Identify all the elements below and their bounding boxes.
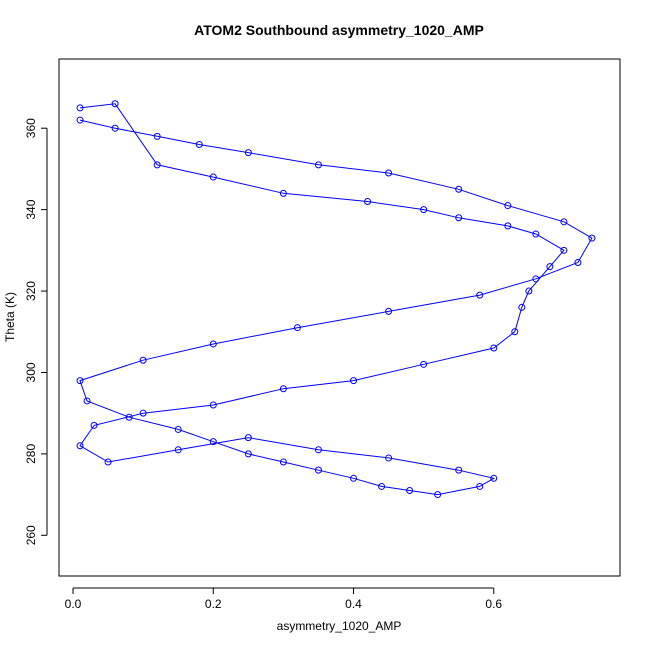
- data-point: [244, 434, 252, 442]
- y-tick-label: 320: [24, 281, 38, 301]
- data-point: [574, 259, 582, 267]
- data-point: [125, 413, 133, 421]
- data-point: [314, 446, 322, 454]
- data-point: [420, 360, 428, 368]
- data-point: [518, 303, 526, 311]
- series-line: [79, 103, 593, 496]
- data-point: [83, 397, 91, 405]
- data-point: [378, 482, 386, 490]
- data-point: [560, 218, 568, 226]
- data-point: [546, 263, 554, 271]
- data-point: [406, 487, 414, 495]
- data-point: [455, 185, 463, 193]
- data-point: [420, 206, 428, 214]
- plot-frame: [58, 58, 621, 577]
- data-point: [76, 377, 84, 385]
- data-point: [532, 230, 540, 238]
- data-point: [364, 197, 372, 205]
- data-point: [314, 161, 322, 169]
- data-point: [111, 124, 119, 132]
- data-point: [560, 246, 568, 254]
- data-point: [385, 307, 393, 315]
- data-point: [385, 169, 393, 177]
- data-point: [314, 466, 322, 474]
- y-tick-label: 360: [24, 118, 38, 138]
- data-point: [279, 189, 287, 197]
- data-point: [76, 116, 84, 124]
- y-tick-label: 300: [24, 362, 38, 382]
- y-tick-label: 280: [24, 444, 38, 464]
- x-tick-label: 0.6: [485, 597, 502, 611]
- data-point: [111, 100, 119, 108]
- x-axis-label: asymmetry_1020_AMP: [277, 619, 402, 633]
- data-point: [525, 287, 533, 295]
- data-point: [153, 132, 161, 140]
- data-point: [174, 425, 182, 433]
- data-point: [139, 409, 147, 417]
- data-point: [209, 173, 217, 181]
- data-point: [476, 482, 484, 490]
- data-point: [532, 275, 540, 283]
- data-point: [490, 344, 498, 352]
- data-point: [76, 442, 84, 450]
- data-point: [174, 446, 182, 454]
- data-point: [209, 438, 217, 446]
- y-tick-label: 340: [24, 199, 38, 219]
- x-axis: 0.0 0.2 0.4 0.6: [65, 587, 502, 611]
- y-tick-label: 260: [24, 525, 38, 545]
- x-tick-label: 0.0: [65, 597, 82, 611]
- data-point: [293, 324, 301, 332]
- y-axis-label: Theta (K): [3, 292, 17, 342]
- chart-title: ATOM2 Southbound asymmetry_1020_AMP: [194, 22, 484, 38]
- data-point: [350, 377, 358, 385]
- data-point: [434, 491, 442, 499]
- data-point: [244, 149, 252, 157]
- data-point: [209, 340, 217, 348]
- data-point: [153, 161, 161, 169]
- x-tick-label: 0.2: [205, 597, 222, 611]
- data-point: [511, 328, 519, 336]
- data-point: [385, 454, 393, 462]
- data-point: [279, 385, 287, 393]
- data-point: [139, 356, 147, 364]
- data-point: [279, 458, 287, 466]
- data-point: [490, 474, 498, 482]
- data-point: [195, 140, 203, 148]
- data-point: [504, 202, 512, 210]
- data-point: [350, 474, 358, 482]
- data-point: [476, 291, 484, 299]
- data-point: [76, 104, 84, 112]
- data-point: [504, 222, 512, 230]
- y-axis: 260 280 300 320 340 360: [24, 118, 48, 545]
- data-point: [244, 450, 252, 458]
- data-point: [455, 214, 463, 222]
- data-point: [588, 234, 596, 242]
- data-point: [455, 466, 463, 474]
- data-marks: [76, 100, 596, 499]
- x-tick-label: 0.4: [345, 597, 362, 611]
- data-point: [90, 421, 98, 429]
- data-point: [104, 458, 112, 466]
- data-point: [209, 401, 217, 409]
